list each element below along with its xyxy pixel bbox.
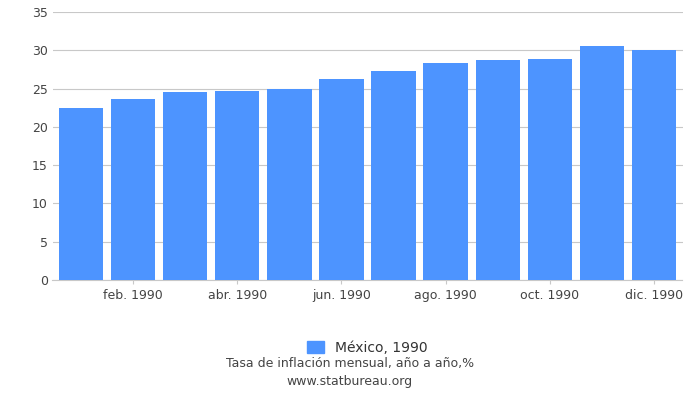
Bar bbox=[59, 108, 104, 280]
Bar bbox=[319, 79, 363, 280]
Bar bbox=[111, 98, 155, 280]
Bar bbox=[267, 88, 312, 280]
Bar bbox=[163, 92, 207, 280]
Bar bbox=[424, 63, 468, 280]
Text: www.statbureau.org: www.statbureau.org bbox=[287, 376, 413, 388]
Bar bbox=[528, 60, 572, 280]
Bar bbox=[580, 46, 624, 280]
Legend: México, 1990: México, 1990 bbox=[302, 335, 433, 360]
Text: Tasa de inflación mensual, año a año,%: Tasa de inflación mensual, año a año,% bbox=[226, 358, 474, 370]
Bar bbox=[372, 71, 416, 280]
Bar bbox=[475, 60, 520, 280]
Bar bbox=[631, 50, 676, 280]
Bar bbox=[215, 91, 260, 280]
